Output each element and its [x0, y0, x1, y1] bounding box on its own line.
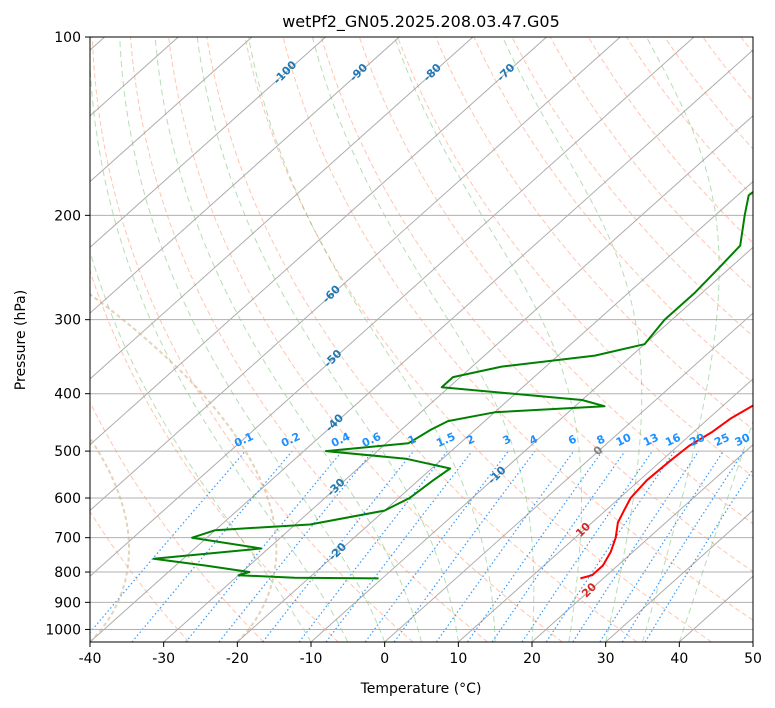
mixing-ratio-line [467, 450, 603, 642]
x-tick-label: 30 [597, 651, 615, 667]
mixing-ratio-line [545, 450, 675, 642]
mixing-ratio-line [185, 450, 343, 642]
mixing-ratio-line [393, 450, 536, 642]
mixing-ratio-label: 20 [688, 431, 708, 449]
mixing-ratio-line [599, 450, 724, 642]
mixing-ratio-line [621, 450, 745, 642]
x-tick-label: -30 [152, 651, 175, 667]
y-tick-label: 1000 [45, 622, 81, 638]
moist-adiabat [678, 419, 753, 642]
moist-adiabat [154, 37, 422, 642]
dry-adiabat [473, 37, 753, 384]
moist-adiabat [642, 37, 720, 642]
y-tick-label: 500 [54, 444, 81, 460]
isotherm [90, 37, 621, 512]
background-lines [90, 37, 753, 642]
moist-adiabat [312, 37, 535, 642]
y-axis-title: Pressure (hPa) [13, 290, 29, 390]
x-tick-label: 50 [744, 651, 762, 667]
mixing-ratio-line [218, 450, 374, 642]
mixing-ratio-label: 10 [614, 431, 634, 449]
y-tick-label: 200 [54, 208, 81, 224]
isotherm [458, 378, 753, 642]
dry-adiabat [130, 37, 488, 642]
y-tick-label: 100 [54, 30, 81, 46]
moist-adiabat [394, 37, 582, 642]
isotherm [531, 444, 753, 642]
axes: -40 -30 -20 -10 0 10 20 30 40 50 100 200 300 400 500 60… [45, 30, 762, 667]
dry-adiabat [358, 37, 753, 525]
mixing-ratio-label: 30 [733, 431, 753, 449]
moist-adiabat [196, 37, 459, 642]
y-tick-label: 600 [54, 491, 81, 507]
dry-adiabat [282, 37, 753, 621]
dewpoint-line [152, 190, 753, 580]
isotherm [310, 246, 753, 642]
chart-title: wetPf2_GN05.2025.208.03.47.G05 [282, 12, 560, 32]
isotherm [90, 49, 753, 642]
isotherm [90, 37, 253, 183]
moist-adiabat [90, 54, 349, 642]
x-tick-label: -10 [300, 651, 323, 667]
mixing-ratio-line [521, 450, 653, 642]
mixing-ratio-line [435, 450, 575, 642]
y-tick-label: 300 [54, 313, 81, 329]
isotherm [90, 37, 474, 380]
x-tick-label: -20 [226, 651, 249, 667]
mixing-ratio-line [325, 450, 473, 642]
lcl-curve [90, 293, 278, 642]
dry-adiabat [587, 37, 753, 244]
y-tick-label: 400 [54, 387, 81, 403]
dry-adiabat [511, 37, 753, 337]
isotherm [90, 37, 400, 314]
dry-adiabat [244, 37, 712, 642]
x-tick-label: 40 [670, 651, 688, 667]
y-tick-label: 800 [54, 565, 81, 581]
isotherm [163, 115, 753, 642]
isotherm [90, 37, 695, 577]
dry-adiabat [320, 37, 753, 573]
y-tick-label: 900 [54, 595, 81, 611]
dry-adiabat [549, 37, 753, 291]
profile-lines [152, 190, 753, 580]
dry-adiabat [91, 37, 414, 642]
mixing-ratio-line [131, 450, 293, 642]
dry-adiabat [206, 37, 638, 642]
dry-adiabat [90, 269, 339, 642]
x-tick-label: 20 [523, 651, 541, 667]
dry-adiabat [168, 37, 563, 642]
temperature-line [580, 404, 753, 580]
mixing-ratio-line [364, 450, 509, 642]
x-tick-label: 10 [449, 651, 467, 667]
isotherm [237, 180, 753, 642]
dry-adiabat [90, 510, 190, 642]
x-tick-label: 0 [380, 651, 389, 667]
moist-adiabat [119, 37, 386, 642]
moist-adiabat [247, 37, 496, 642]
moist-adiabat [502, 37, 643, 642]
mixing-ratio-line [491, 450, 626, 642]
mixing-ratio-line [572, 450, 700, 642]
isotherm [90, 37, 547, 446]
pressure-gridlines [90, 37, 753, 630]
plot-frame [89, 36, 754, 643]
x-tick-label: -40 [79, 651, 102, 667]
mixing-ratio-label: 25 [712, 431, 731, 449]
dry-adiabat [397, 37, 753, 478]
mixing-ratio-label: 13 [641, 431, 660, 449]
isotherm [384, 312, 753, 642]
moist-adiabat [90, 249, 312, 642]
dry-adiabat [664, 37, 753, 150]
mixing-ratio-label: 16 [663, 431, 683, 449]
isotherm [90, 37, 326, 249]
isotherm [605, 509, 753, 642]
y-tick-label: 700 [54, 531, 81, 547]
x-axis-title: Temperature (°C) [360, 681, 482, 697]
